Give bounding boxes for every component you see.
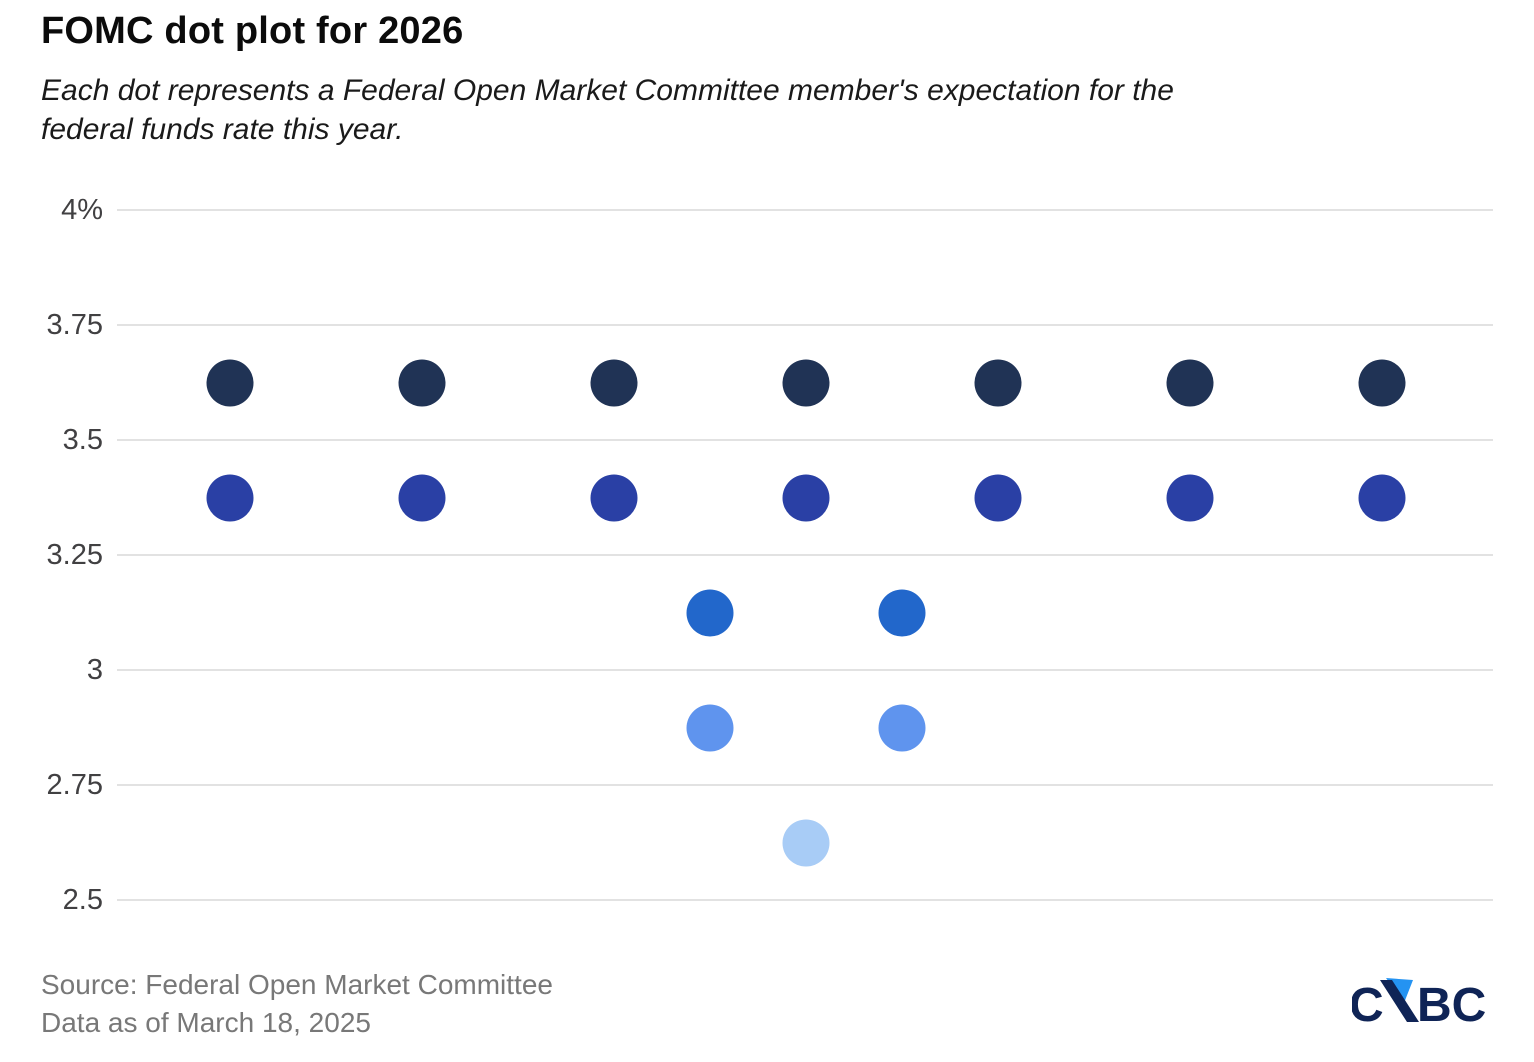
y-tick-label: 2.5 — [62, 884, 103, 916]
cnbc-logo: C BC — [1349, 974, 1494, 1032]
data-as-of-line: Data as of March 18, 2025 — [41, 1007, 371, 1038]
fomc-dot — [1358, 359, 1406, 406]
fomc-dot — [974, 359, 1022, 406]
y-tick-label: 3.75 — [46, 309, 103, 341]
fomc-dot — [1166, 474, 1214, 521]
gridline — [117, 209, 1493, 211]
fomc-dot — [398, 359, 446, 406]
gridline — [117, 554, 1493, 556]
cnbc-n-diagonal-icon — [1380, 980, 1419, 1022]
cnbc-letter-c1: C — [1352, 979, 1384, 1024]
source-line: Source: Federal Open Market Committee — [41, 969, 553, 1000]
chart-subtitle: Each dot represents a Federal Open Marke… — [41, 71, 1441, 149]
fomc-dot — [686, 589, 734, 636]
chart-title: FOMC dot plot for 2026 — [41, 10, 464, 52]
gridline — [117, 784, 1493, 786]
chart-subtitle-line-2: federal funds rate this year. — [41, 113, 404, 146]
y-tick-label: 4% — [61, 194, 103, 226]
gridline — [117, 439, 1493, 441]
fomc-dot — [1166, 359, 1214, 406]
gridline — [117, 899, 1493, 901]
fomc-dot — [782, 819, 830, 866]
gridline — [117, 324, 1493, 326]
y-tick-label: 3.5 — [62, 424, 103, 456]
fomc-dot — [590, 359, 638, 406]
fomc-dot — [974, 474, 1022, 521]
cnbc-logo-image: C BC — [1349, 978, 1486, 1032]
fomc-dot — [206, 359, 254, 406]
fomc-dot — [878, 704, 926, 751]
chart-subtitle-line-1: Each dot represents a Federal Open Marke… — [41, 74, 1174, 107]
fomc-dot — [590, 474, 638, 521]
cnbc-letters-bc: BC — [1417, 979, 1486, 1024]
fomc-dot — [878, 589, 926, 636]
source-note: Source: Federal Open Market Committee Da… — [41, 966, 553, 1042]
y-tick-label: 2.75 — [46, 769, 103, 801]
fomc-dot — [1358, 474, 1406, 521]
fomc-dot — [782, 474, 830, 521]
y-tick-label: 3 — [86, 654, 103, 686]
fomc-dot — [398, 474, 446, 521]
fomc-dot — [782, 359, 830, 406]
fomc-dot — [686, 704, 734, 751]
fomc-dot — [206, 474, 254, 521]
y-tick-label: 3.25 — [46, 539, 103, 571]
gridline — [117, 669, 1493, 671]
